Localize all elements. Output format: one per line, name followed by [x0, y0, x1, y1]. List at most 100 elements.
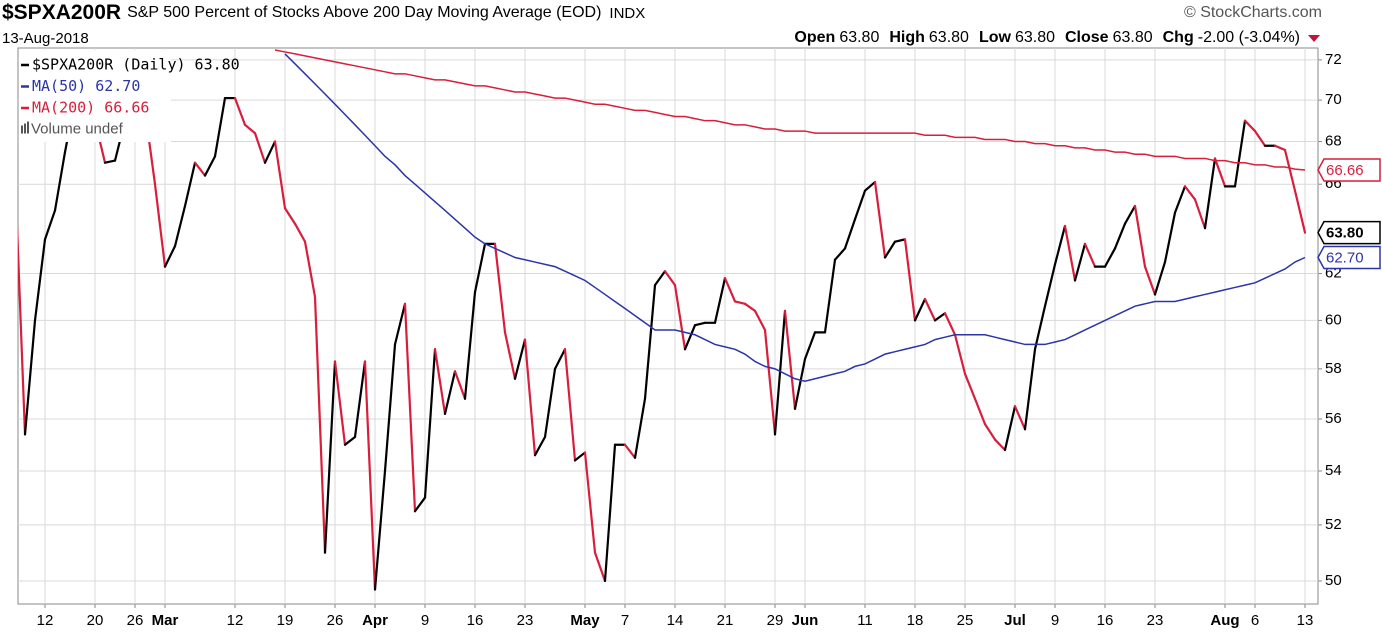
x-tick-label: 16: [467, 612, 484, 629]
price-segment: [263, 140, 277, 164]
price-segment: [1143, 265, 1157, 296]
price-segment: [393, 302, 407, 346]
x-tick-label: 26: [127, 612, 144, 629]
price-segment: [1103, 247, 1117, 268]
price-segment: [1273, 144, 1287, 152]
price-segment: [843, 218, 857, 250]
price-segment: [193, 161, 207, 177]
price-segment: [383, 343, 397, 473]
price-segment: [243, 123, 257, 135]
price-segment: [333, 360, 347, 446]
plot-area: [17, 47, 1319, 605]
y-tick-label: 56: [1325, 410, 1342, 427]
x-tick-label: 23: [517, 612, 534, 629]
x-tick-label: Jul: [1004, 612, 1026, 629]
end-label-text: 66.66: [1326, 162, 1364, 179]
quote-value: 63.80: [928, 29, 969, 46]
x-tick-label: Jun: [792, 612, 819, 629]
price-segment: [453, 370, 467, 400]
price-segment: [803, 331, 817, 361]
price-segment: [723, 277, 737, 303]
quote-label: Open: [794, 29, 836, 46]
price-segment: [153, 183, 167, 268]
x-tick-label: 26: [327, 612, 344, 629]
y-tick-label: 68: [1325, 133, 1342, 150]
price-segment: [413, 496, 427, 513]
price-segment: [953, 333, 967, 375]
quote-value: 63.80: [1014, 29, 1055, 46]
ma-line: [284, 53, 1306, 382]
price-segment: [463, 291, 477, 400]
quote-bar: Open 63.80 High 63.80 Low 63.80 Close 63.80 Chg -…: [794, 29, 1320, 47]
x-tick-label: 9: [421, 612, 429, 629]
x-tick-label: 13: [1297, 612, 1314, 629]
price-segment: [653, 270, 667, 287]
price-segment: [683, 324, 697, 351]
quote-label: Low: [978, 29, 1011, 46]
price-segment: [1283, 148, 1297, 192]
quote-label: Close: [1065, 29, 1109, 46]
series-layer: [18, 49, 1307, 591]
price-segment: [363, 360, 377, 591]
price-segment: [1293, 189, 1307, 234]
legend: $SPXA200R (Daily) 63.80 MA(50) 62.70 MA(20…: [19, 50, 240, 142]
price-segment: [743, 302, 757, 313]
price-segment: [593, 551, 607, 583]
price-segment: [873, 180, 887, 259]
price-segment: [303, 240, 317, 298]
price-segment: [373, 469, 387, 591]
price-segment: [1253, 129, 1267, 147]
price-segment: [693, 321, 707, 327]
price-segment: [963, 372, 977, 400]
x-tick-label: 7: [621, 612, 629, 629]
price-segment: [343, 435, 357, 446]
price-segment: [553, 348, 567, 370]
end-label: 66.66: [1317, 158, 1381, 182]
quote-value: 63.80: [1112, 29, 1153, 46]
price-segment: [313, 295, 327, 554]
price-segment: [1023, 348, 1037, 431]
quote-value: 63.80: [839, 29, 880, 46]
price-segment: [293, 222, 307, 243]
quote-item: Low 63.80: [979, 29, 1055, 47]
price-segment: [23, 319, 37, 436]
price-segment: [773, 309, 787, 436]
x-tick-label: 29: [767, 612, 784, 629]
price-segment: [183, 161, 197, 208]
x-tick-label: 21: [717, 612, 734, 629]
legend-label: Volume undef: [31, 120, 124, 137]
price-segment: [783, 309, 797, 410]
price-segment: [43, 209, 57, 241]
y-tick-label: 50: [1325, 572, 1342, 589]
ma-line: [274, 49, 1306, 171]
price-segment: [853, 189, 867, 221]
y-tick-label: 52: [1325, 516, 1342, 533]
price-segment: [1193, 198, 1207, 230]
x-tick-label: 16: [1097, 612, 1114, 629]
price-segment: [323, 360, 337, 554]
chart-title: $SPXA200R: [2, 1, 122, 24]
quote-label: High: [889, 29, 925, 46]
x-tick-label: 14: [667, 612, 684, 629]
price-segment: [663, 270, 677, 287]
price-segment: [1083, 242, 1097, 268]
y-tick-label: 72: [1325, 51, 1342, 68]
price-segment: [923, 298, 937, 322]
source: © StockCharts.com: [1183, 4, 1322, 21]
price-segment: [53, 150, 67, 212]
date: 13-Aug-2018: [2, 30, 89, 47]
legend-volume-icon: [21, 125, 23, 134]
exchange: INDX: [609, 4, 646, 22]
price-segment: [273, 140, 287, 210]
legend-label: MA(50) 62.70: [32, 77, 140, 95]
price-segment: [933, 312, 947, 322]
price-segment: [213, 96, 227, 158]
legend-label: MA(200) 66.66: [32, 99, 149, 117]
quote-value: -2.00 (-3.04%): [1197, 29, 1300, 46]
x-tick-label: 6: [1251, 612, 1259, 629]
price-segment: [893, 238, 907, 243]
price-segment: [733, 300, 747, 305]
end-label: 63.80: [1317, 220, 1381, 245]
x-tick-label: 12: [37, 612, 54, 629]
price-segment: [1013, 405, 1027, 431]
